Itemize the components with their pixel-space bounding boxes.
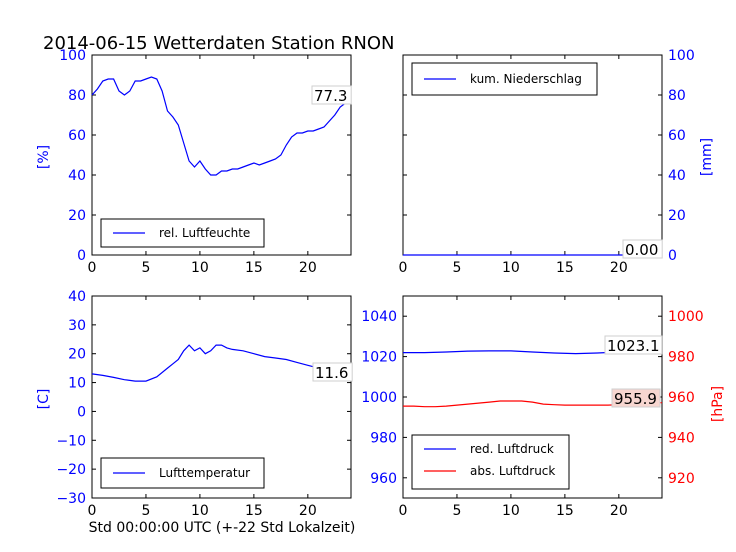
- value-annotation: 11.6: [315, 364, 348, 382]
- x-tick-label: 20: [610, 503, 628, 519]
- y-tick-label: 40: [68, 289, 86, 305]
- x-tick-label: 0: [88, 503, 97, 519]
- value-annotation: 77.3: [314, 87, 347, 105]
- x-tick-label: 0: [88, 260, 97, 276]
- x-tick-label: 0: [399, 260, 408, 276]
- y-tick-label: 20: [668, 208, 686, 224]
- y-axis-label: [C]: [36, 389, 52, 410]
- precipitation-panel: 0 5 10 15 20 0 20 40 60 80 100 [mm] 0.00 kum. Nieders…: [399, 48, 715, 276]
- y-tick-label: 30: [68, 318, 86, 334]
- y2-tick-label: 980: [668, 350, 695, 366]
- x-tick-label: 10: [191, 503, 209, 519]
- x-tick-label: 5: [452, 260, 461, 276]
- x-tick-label: 20: [610, 260, 628, 276]
- y-tick-label: 1040: [361, 309, 397, 325]
- humidity-legend: rel. Luftfeuchte: [100, 218, 265, 248]
- temperature-legend: Lufttemperatur: [100, 457, 265, 489]
- series-line-rel-luftfeuchte: [91, 76, 352, 176]
- y-tick-label: 0: [668, 248, 677, 264]
- pressure-legend: red. Luftdruck abs. Luftdruck: [411, 434, 570, 490]
- y-tick-label: 0: [77, 404, 86, 420]
- figure-title: 2014-06-15 Wetterdaten Station RNON: [43, 33, 394, 54]
- temperature-panel: 0 5 10 15 20 −30 −20 −10 0 10 20 30 40 [C] 11.6 Lufttem…: [36, 289, 353, 519]
- series-line-lufttemperatur: [91, 344, 352, 382]
- legend-label: abs. Luftdruck: [470, 464, 555, 478]
- y-tick-label: 100: [59, 48, 86, 64]
- x-tick-label: 10: [191, 260, 209, 276]
- y-axis-label: [mm]: [699, 138, 715, 176]
- y-tick-label: −30: [56, 491, 86, 507]
- x-tick-label: 5: [141, 503, 150, 519]
- x-tick-label: 15: [245, 503, 263, 519]
- legend-label: Lufttemperatur: [159, 466, 250, 480]
- value-annotation: 955.9: [614, 390, 657, 408]
- y-tick-label: 980: [370, 430, 397, 446]
- y-tick-label: 960: [370, 471, 397, 487]
- y-tick-label: 60: [668, 128, 686, 144]
- x-tick-label: 10: [502, 260, 520, 276]
- value-annotation-box: [604, 335, 663, 355]
- pressure-panel: 0 5 10 15 20 960 980 1000 1020 1040 920 940 960 980 10…: [361, 295, 726, 519]
- value-annotation: 1023.1: [607, 337, 660, 355]
- y2-axis-label: [hPa]: [710, 386, 726, 422]
- y-tick-label: 0: [77, 248, 86, 264]
- value-annotation-box: [611, 388, 661, 408]
- x-tick-label: 0: [399, 503, 408, 519]
- x-tick-label: 15: [556, 260, 574, 276]
- y-tick-label: 40: [668, 168, 686, 184]
- y-tick-label: 60: [68, 128, 86, 144]
- y-tick-label: 80: [668, 88, 686, 104]
- y-tick-label: 80: [68, 88, 86, 104]
- y-tick-label: −20: [56, 462, 86, 478]
- x-tick-label: 15: [556, 503, 574, 519]
- shared-x-label: Std 00:00:00 UTC (+-22 Std Lokalzeit): [89, 520, 356, 536]
- legend-label: rel. Luftfeuchte: [159, 226, 250, 240]
- y-axis-label: [%]: [36, 145, 52, 169]
- y2-tick-label: 960: [668, 390, 695, 406]
- humidity-panel: 0 5 10 15 20 0 20 40 60 80 100 [%] 77.3 rel. Luftfeuc…: [36, 48, 352, 276]
- x-tick-label: 15: [245, 260, 263, 276]
- precipitation-legend: kum. Niederschlag: [411, 62, 598, 96]
- y2-tick-label: 920: [668, 471, 695, 487]
- y-tick-label: 100: [668, 48, 695, 64]
- y-tick-label: 20: [68, 347, 86, 363]
- y-tick-label: 1020: [361, 350, 397, 366]
- value-annotation: 0.00: [625, 241, 658, 259]
- y-tick-label: 40: [68, 168, 86, 184]
- y-tick-label: −10: [56, 433, 86, 449]
- y-tick-label: 10: [68, 376, 86, 392]
- x-tick-label: 20: [299, 503, 317, 519]
- value-annotation-box: [311, 85, 352, 105]
- x-tick-label: 5: [452, 503, 461, 519]
- x-tick-label: 5: [141, 260, 150, 276]
- legend-label: kum. Niederschlag: [470, 72, 582, 86]
- x-tick-label: 10: [502, 503, 520, 519]
- legend-box: [411, 434, 570, 490]
- legend-label: red. Luftdruck: [470, 442, 554, 456]
- x-tick-label: 20: [299, 260, 317, 276]
- value-annotation-box: [622, 239, 663, 259]
- y-tick-label: 1000: [361, 390, 397, 406]
- y2-tick-label: 940: [668, 430, 695, 446]
- y2-tick-label: 1000: [668, 309, 704, 325]
- value-annotation-box: [312, 362, 353, 382]
- y-tick-label: 20: [68, 208, 86, 224]
